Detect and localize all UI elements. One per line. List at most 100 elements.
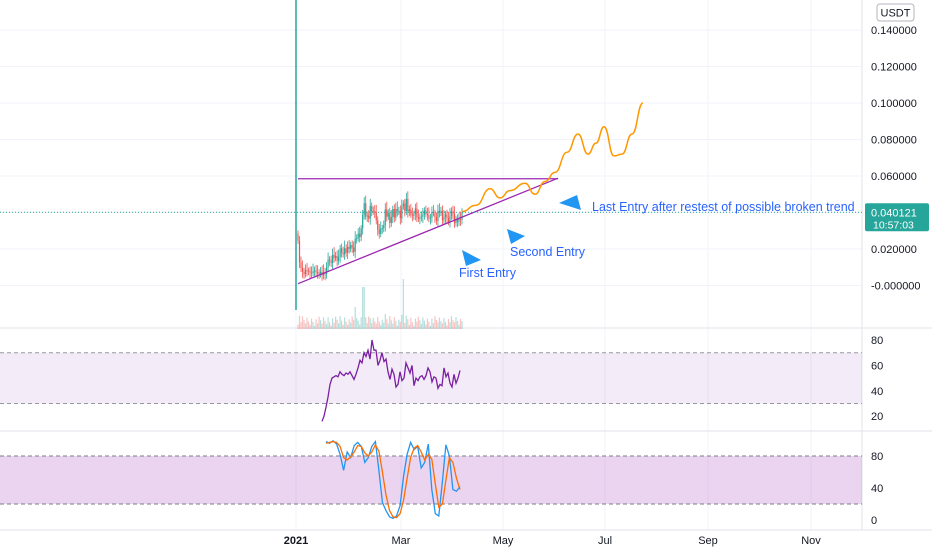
candle: [416, 208, 418, 218]
volume-bar: [456, 320, 459, 329]
volume-bar: [321, 323, 323, 329]
candle: [449, 215, 451, 222]
candle: [372, 211, 374, 213]
rsi-panel[interactable]: 80 60 40 20: [0, 335, 883, 423]
candle: [327, 259, 329, 268]
candle: [440, 210, 442, 213]
candle: [381, 228, 383, 229]
candle: [434, 213, 436, 218]
candle: [360, 228, 362, 237]
volume-bar: [363, 287, 365, 329]
stoch-rsi-panel[interactable]: 80 40 0: [0, 439, 883, 527]
candle: [309, 271, 311, 273]
last-entry-arrow: [559, 195, 581, 210]
volume-bar: [398, 319, 400, 329]
volume-bar: [333, 322, 335, 329]
volume-bar: [401, 314, 403, 329]
candle: [315, 270, 317, 273]
candle: [404, 203, 406, 212]
candle: [304, 269, 307, 275]
volume-bar: [348, 319, 350, 329]
price-panel[interactable]: First Entry Second Entry Last Entry after …: [0, 0, 862, 329]
candle: [461, 212, 463, 220]
candle: [359, 233, 361, 237]
annotation-3: Last Entry after restest of possible bro…: [592, 200, 855, 214]
stoch-k-line: [325, 439, 461, 520]
candle: [363, 203, 365, 215]
candle: [420, 216, 422, 218]
candle: [351, 245, 353, 248]
support-trendline[interactable]: [297, 177, 559, 285]
candle: [399, 210, 401, 219]
rsi-tick-label: 60: [871, 360, 883, 372]
volume-bar: [371, 323, 373, 329]
volume-bar: [444, 321, 447, 329]
volume-bar: [366, 323, 368, 329]
volume-bar: [310, 318, 313, 329]
time-axis[interactable]: 2021 Mar May Jul Sep Nov: [284, 535, 822, 547]
volume-bar: [386, 319, 388, 329]
volume-bar: [332, 318, 334, 329]
candle: [444, 214, 447, 217]
candle: [313, 270, 316, 272]
time-tick-label: May: [493, 535, 514, 547]
volume-bar: [303, 320, 305, 329]
volume-bars: [297, 279, 463, 329]
candle: [348, 246, 350, 249]
annotation-1: First Entry: [459, 266, 517, 280]
volume-bar: [432, 323, 435, 329]
candle: [407, 198, 409, 212]
currency-label: USDT: [881, 8, 911, 20]
volume-bar: [365, 317, 367, 329]
volume-bar: [435, 319, 438, 329]
candle: [428, 215, 430, 219]
candle: [447, 217, 450, 222]
candle: [398, 210, 400, 212]
volume-bar: [315, 319, 317, 329]
candle: [441, 210, 444, 221]
volume-bar: [426, 318, 428, 329]
volume-bar: [350, 322, 352, 329]
candle: [422, 214, 424, 217]
volume-bar: [387, 323, 389, 329]
candles[interactable]: [297, 191, 463, 281]
volume-bar: [300, 322, 302, 329]
candle: [365, 203, 367, 217]
price-badge: [865, 203, 929, 232]
candle: [338, 256, 340, 261]
candle: [402, 203, 404, 207]
candle: [325, 267, 328, 275]
volume-bar: [328, 322, 331, 329]
first-entry-arrow: [462, 250, 481, 266]
time-tick-label: 2021: [284, 535, 308, 547]
candle: [432, 211, 435, 214]
volume-bar: [395, 320, 397, 329]
candle: [401, 206, 403, 219]
volume-bar: [380, 324, 382, 329]
candle: [335, 255, 337, 258]
price-tick-label: 0.100000: [871, 98, 917, 110]
candle: [414, 208, 416, 215]
candle: [328, 259, 331, 261]
volume-bar: [449, 322, 451, 329]
candle: [413, 214, 415, 216]
candle: [303, 271, 305, 275]
volume-bar: [330, 325, 332, 329]
volume-bar: [313, 325, 316, 329]
volume-bar: [338, 323, 340, 329]
volume-bar: [318, 316, 320, 329]
volume-bar: [396, 325, 398, 329]
time-tick-label: Sep: [698, 535, 718, 547]
candle: [387, 213, 389, 217]
candle: [435, 217, 438, 221]
projection-path[interactable]: [461, 102, 644, 213]
candle: [312, 271, 314, 274]
candle: [450, 211, 453, 216]
volume-bar: [417, 316, 419, 329]
price-axis[interactable]: 0.160000 0.140000 0.120000 0.100000 0.080000…: [865, 0, 929, 293]
volume-bar: [420, 324, 422, 329]
volume-bar: [422, 317, 424, 329]
volume-bar: [347, 324, 349, 329]
candle: [377, 220, 379, 230]
